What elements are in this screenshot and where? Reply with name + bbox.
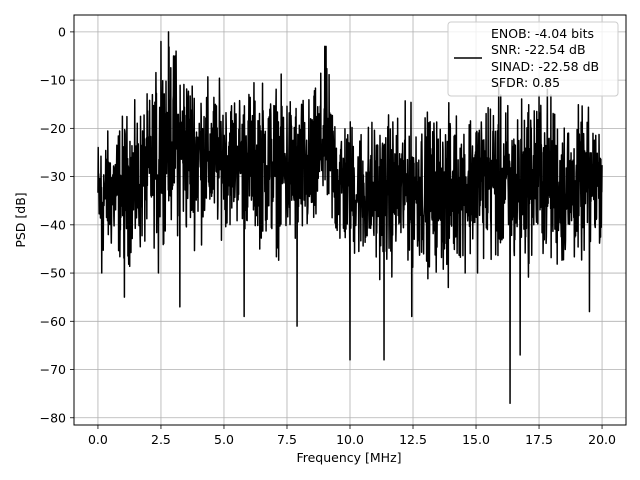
y-tick-label: −40 xyxy=(40,217,66,232)
plot-area xyxy=(97,31,603,405)
x-tick-label: 10.0 xyxy=(336,432,364,447)
legend-box xyxy=(447,21,619,97)
y-axis-label: PSD [dB] xyxy=(13,192,28,247)
y-axis-ticks: 0 −10 −20 −30 −40 −50 −60 −70 −80 xyxy=(40,24,74,425)
legend-entry-sfdr: SFDR: 0.85 xyxy=(491,75,560,90)
y-tick-label: −50 xyxy=(40,266,66,281)
y-tick-label: −80 xyxy=(40,410,66,425)
legend-entry-enob: ENOB: -4.04 bits xyxy=(491,26,594,41)
legend: ENOB: -4.04 bits SNR: -22.54 dB SINAD: -… xyxy=(447,21,619,97)
legend-entry-sinad: SINAD: -22.58 dB xyxy=(491,59,599,74)
x-tick-label: 17.5 xyxy=(525,432,553,447)
x-tick-label: 12.5 xyxy=(399,432,427,447)
y-tick-label: 0 xyxy=(58,24,66,39)
x-tick-label: 0.0 xyxy=(88,432,108,447)
series-line xyxy=(97,31,603,405)
x-axis-ticks: 0.0 2.5 5.0 7.5 10.0 12.5 15.0 17.5 20.0 xyxy=(88,425,616,447)
legend-entry-snr: SNR: -22.54 dB xyxy=(491,42,586,57)
x-tick-label: 5.0 xyxy=(214,432,234,447)
x-axis-label: Frequency [MHz] xyxy=(296,450,401,465)
y-tick-label: −20 xyxy=(40,121,66,136)
x-tick-label: 2.5 xyxy=(151,432,171,447)
x-tick-label: 20.0 xyxy=(588,432,616,447)
y-tick-label: −10 xyxy=(40,73,66,88)
y-tick-label: −60 xyxy=(40,314,66,329)
y-tick-label: −70 xyxy=(40,362,66,377)
x-tick-label: 15.0 xyxy=(462,432,490,447)
x-tick-label: 7.5 xyxy=(277,432,297,447)
y-tick-label: −30 xyxy=(40,169,66,184)
